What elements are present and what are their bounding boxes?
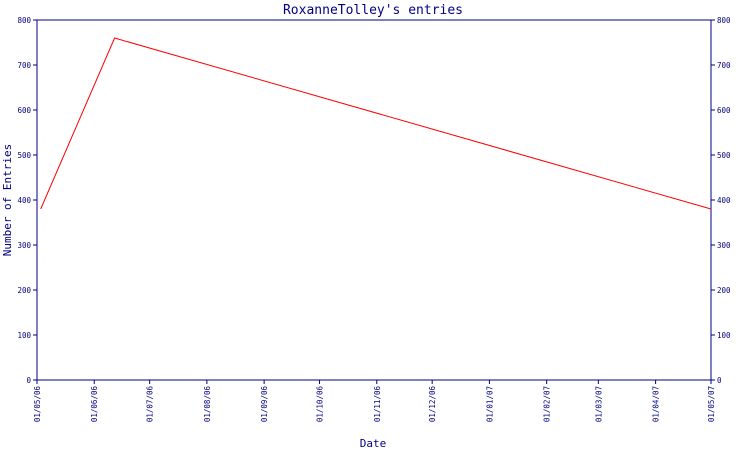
y-tick-label-right: 800 — [717, 16, 731, 25]
y-tick-label-right: 600 — [717, 106, 731, 115]
x-tick-label: 01/12/06 — [428, 386, 437, 423]
x-tick-label: 01/06/06 — [90, 386, 99, 423]
x-tick-label: 01/11/06 — [373, 386, 382, 423]
y-tick-label-right: 200 — [717, 286, 731, 295]
y-tick-label-left: 700 — [17, 61, 31, 70]
y-tick-label-right: 700 — [717, 61, 731, 70]
x-tick-label: 01/05/06 — [33, 386, 42, 423]
x-tick-label: 01/09/06 — [260, 386, 269, 423]
chart-title: RoxanneTolley's entries — [283, 3, 463, 18]
x-tick-label: 01/10/06 — [316, 386, 325, 423]
y-ticks: 0 0 100 100 200 200 300 300 400 400 500 500 600 600 70… — [17, 16, 731, 385]
series-line — [40, 37, 712, 210]
y-tick-label-left: 800 — [17, 16, 31, 25]
y-tick-label-left: 0 — [26, 376, 31, 385]
y-tick-label-left: 500 — [17, 151, 31, 160]
y-axis-label: Number of Entries — [1, 144, 14, 257]
y-tick-label-left: 200 — [17, 286, 31, 295]
x-tick-label: 01/03/07 — [594, 386, 603, 422]
y-tick-label-left: 600 — [17, 106, 31, 115]
x-tick-label: 01/04/07 — [652, 386, 661, 422]
y-tick-label-right: 400 — [717, 196, 731, 205]
x-tick-label: 01/07/06 — [146, 386, 155, 423]
y-tick-label-left: 400 — [17, 196, 31, 205]
x-tick-label: 01/08/06 — [203, 386, 212, 423]
x-tick-label: 01/01/07 — [485, 386, 494, 422]
plot-frame — [36, 19, 712, 381]
y-tick-label-left: 100 — [17, 331, 31, 340]
y-tick-label-right: 300 — [717, 241, 731, 250]
x-ticks: 01/05/06 01/06/06 01/07/06 01/08/06 01/09/06… — [33, 380, 716, 422]
x-tick-label: 01/02/07 — [543, 386, 552, 422]
x-axis-label: Date — [360, 437, 387, 450]
y-tick-label-right: 500 — [717, 151, 731, 160]
x-tick-label: 01/05/07 — [707, 386, 716, 422]
y-tick-label-left: 300 — [17, 241, 31, 250]
y-tick-label-right: 0 — [717, 376, 722, 385]
y-tick-label-right: 100 — [717, 331, 731, 340]
series-group — [40, 37, 712, 210]
